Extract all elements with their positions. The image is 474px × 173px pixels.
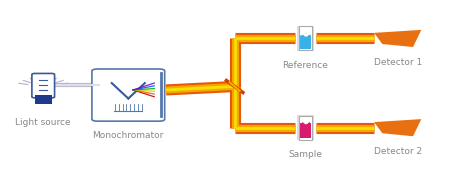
FancyBboxPatch shape [32,74,55,98]
FancyBboxPatch shape [301,33,311,49]
FancyBboxPatch shape [92,69,164,121]
Text: Light source: Light source [16,118,71,127]
Text: Detector 1: Detector 1 [374,58,422,67]
Polygon shape [374,119,421,136]
FancyBboxPatch shape [35,95,52,104]
Polygon shape [374,30,421,47]
FancyBboxPatch shape [297,115,314,140]
FancyBboxPatch shape [297,26,314,51]
FancyBboxPatch shape [299,116,312,140]
FancyBboxPatch shape [299,26,312,51]
Text: Sample: Sample [289,150,322,159]
FancyBboxPatch shape [301,121,311,138]
Text: Monochromator: Monochromator [92,131,164,140]
Text: Reference: Reference [283,61,328,70]
Text: Detector 2: Detector 2 [374,147,422,156]
